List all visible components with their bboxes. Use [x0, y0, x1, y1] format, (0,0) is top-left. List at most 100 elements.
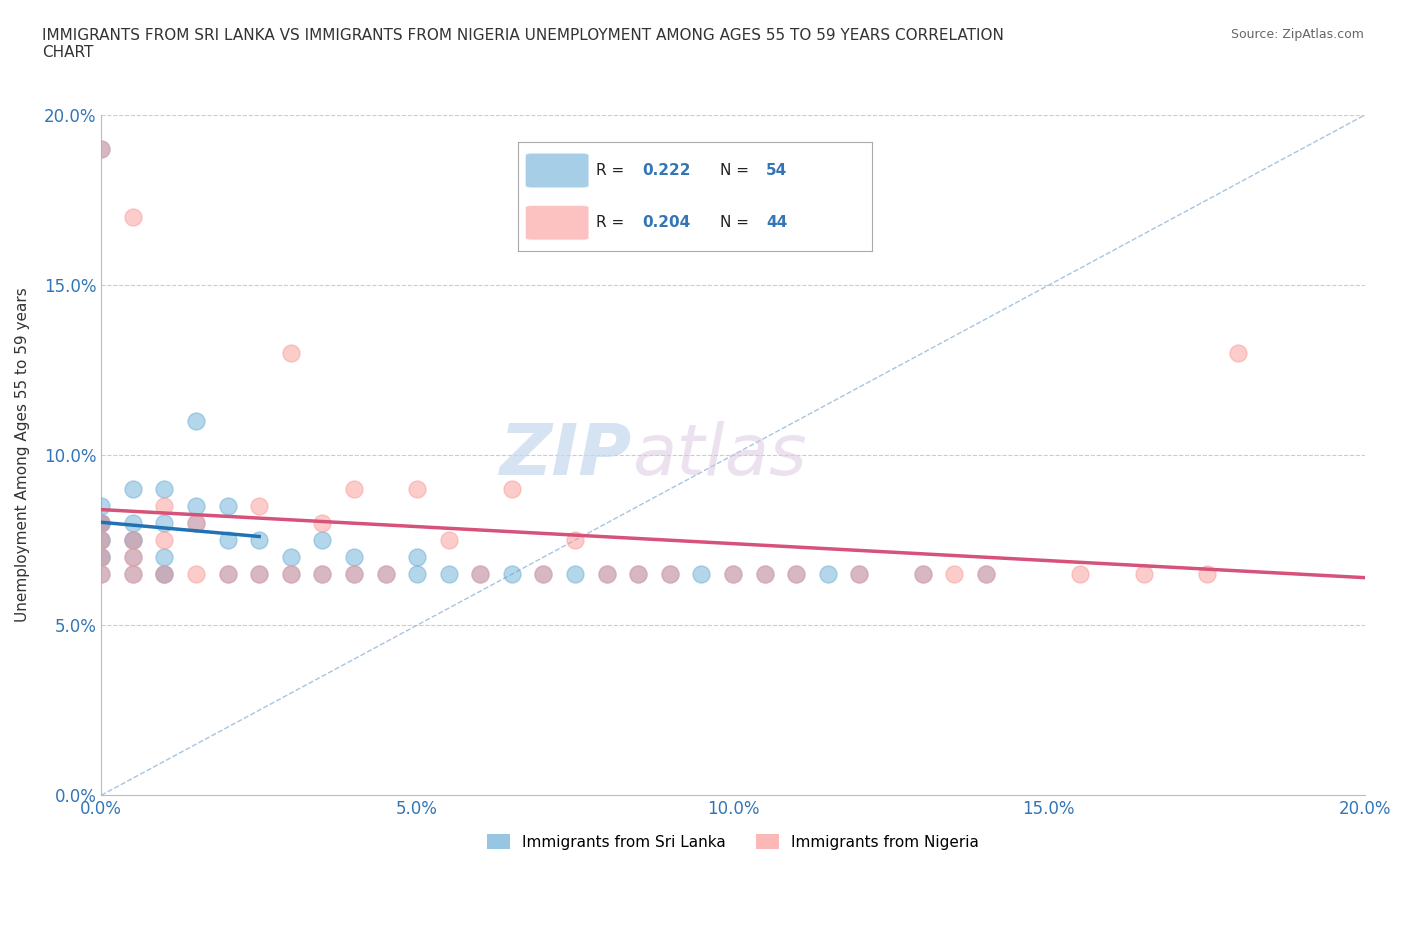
Point — [470, 566, 492, 581]
Point — [280, 550, 302, 565]
Point — [90, 516, 112, 531]
Point — [121, 533, 143, 548]
Point — [184, 566, 207, 581]
Point — [343, 482, 366, 497]
Point — [153, 566, 176, 581]
Point — [533, 566, 555, 581]
Point — [153, 550, 176, 565]
Point — [153, 566, 176, 581]
Point — [90, 550, 112, 565]
Point — [247, 498, 270, 513]
Point — [437, 566, 460, 581]
Point — [564, 533, 586, 548]
Point — [974, 566, 997, 581]
Point — [90, 141, 112, 156]
Point — [754, 566, 776, 581]
Point — [90, 533, 112, 548]
Point — [217, 566, 239, 581]
Point — [90, 498, 112, 513]
Point — [343, 566, 366, 581]
Point — [374, 566, 396, 581]
Point — [121, 516, 143, 531]
Text: IMMIGRANTS FROM SRI LANKA VS IMMIGRANTS FROM NIGERIA UNEMPLOYMENT AMONG AGES 55 : IMMIGRANTS FROM SRI LANKA VS IMMIGRANTS … — [42, 28, 1004, 60]
Point — [217, 533, 239, 548]
Point — [121, 533, 143, 548]
Point — [595, 566, 617, 581]
Point — [406, 550, 429, 565]
Point — [311, 566, 333, 581]
Point — [280, 566, 302, 581]
Point — [153, 516, 176, 531]
Point — [754, 566, 776, 581]
Point — [121, 533, 143, 548]
Point — [817, 566, 839, 581]
Point — [406, 482, 429, 497]
Point — [627, 566, 650, 581]
Point — [90, 533, 112, 548]
Point — [121, 566, 143, 581]
Point — [406, 566, 429, 581]
Point — [1132, 566, 1154, 581]
Point — [1195, 566, 1218, 581]
Point — [501, 482, 523, 497]
Point — [153, 566, 176, 581]
Point — [311, 566, 333, 581]
Point — [911, 566, 934, 581]
Point — [311, 516, 333, 531]
Point — [848, 566, 870, 581]
Legend: Immigrants from Sri Lanka, Immigrants from Nigeria: Immigrants from Sri Lanka, Immigrants fr… — [481, 828, 986, 856]
Point — [121, 566, 143, 581]
Point — [121, 209, 143, 224]
Point — [627, 566, 650, 581]
Text: Source: ZipAtlas.com: Source: ZipAtlas.com — [1230, 28, 1364, 41]
Point — [501, 566, 523, 581]
Point — [184, 516, 207, 531]
Point — [785, 566, 807, 581]
Point — [153, 498, 176, 513]
Point — [721, 566, 744, 581]
Point — [374, 566, 396, 581]
Point — [911, 566, 934, 581]
Point — [90, 516, 112, 531]
Point — [1227, 346, 1250, 361]
Point — [90, 550, 112, 565]
Point — [184, 516, 207, 531]
Point — [247, 533, 270, 548]
Point — [121, 550, 143, 565]
Point — [974, 566, 997, 581]
Point — [90, 141, 112, 156]
Point — [184, 498, 207, 513]
Point — [658, 566, 681, 581]
Point — [848, 566, 870, 581]
Point — [311, 533, 333, 548]
Point — [595, 566, 617, 581]
Point — [1069, 566, 1091, 581]
Point — [280, 346, 302, 361]
Point — [121, 550, 143, 565]
Point — [658, 566, 681, 581]
Text: atlas: atlas — [631, 420, 807, 489]
Point — [153, 482, 176, 497]
Point — [721, 566, 744, 581]
Point — [184, 414, 207, 429]
Point — [121, 482, 143, 497]
Point — [247, 566, 270, 581]
Point — [533, 566, 555, 581]
Point — [280, 566, 302, 581]
Point — [785, 566, 807, 581]
Point — [343, 566, 366, 581]
Point — [943, 566, 966, 581]
Point — [247, 566, 270, 581]
Y-axis label: Unemployment Among Ages 55 to 59 years: Unemployment Among Ages 55 to 59 years — [15, 287, 30, 622]
Point — [90, 533, 112, 548]
Point — [90, 516, 112, 531]
Point — [217, 498, 239, 513]
Point — [217, 566, 239, 581]
Point — [343, 550, 366, 565]
Text: ZIP: ZIP — [499, 420, 631, 489]
Point — [564, 566, 586, 581]
Point — [437, 533, 460, 548]
Point — [690, 566, 713, 581]
Point — [153, 533, 176, 548]
Point — [90, 566, 112, 581]
